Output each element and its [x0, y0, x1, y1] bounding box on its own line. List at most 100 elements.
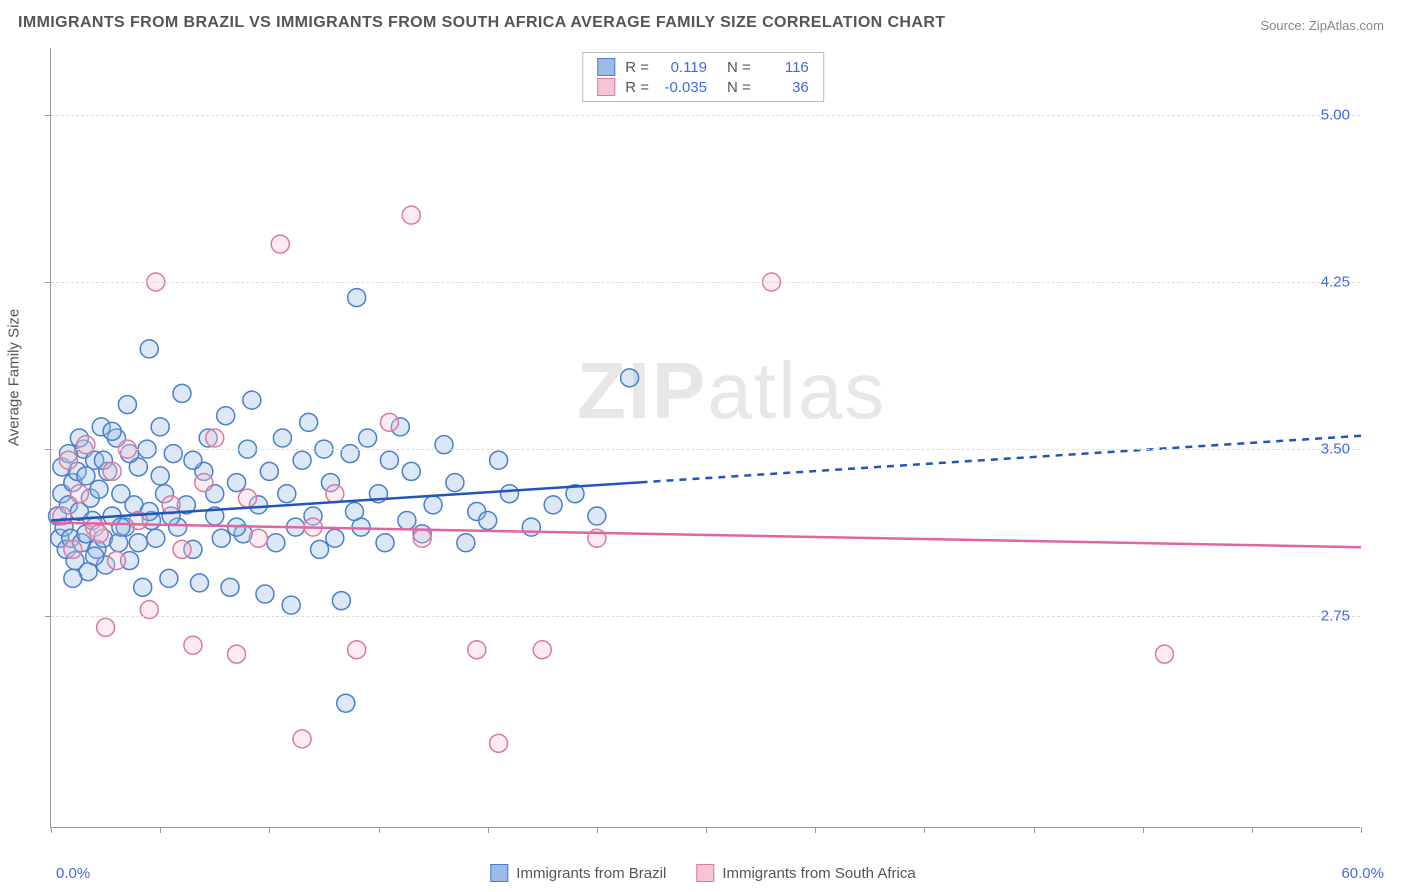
data-point [243, 391, 261, 409]
data-point [206, 429, 224, 447]
y-tick-mark [45, 616, 51, 617]
data-point [300, 413, 318, 431]
x-tick-mark [815, 827, 816, 833]
data-point [90, 525, 108, 543]
data-point [311, 540, 329, 558]
data-point [273, 429, 291, 447]
data-point [271, 235, 289, 253]
data-point [160, 569, 178, 587]
data-point [103, 422, 121, 440]
data-point [479, 511, 497, 529]
data-point [332, 592, 350, 610]
n-value: 36 [761, 79, 809, 96]
x-tick-mark [1361, 827, 1362, 833]
data-point [435, 436, 453, 454]
data-point [446, 474, 464, 492]
data-point [402, 462, 420, 480]
plot-svg [51, 48, 1360, 827]
data-point [359, 429, 377, 447]
stats-row: R = -0.035 N = 36 [597, 77, 809, 97]
data-point [195, 474, 213, 492]
x-tick-mark [160, 827, 161, 833]
data-point [77, 467, 95, 485]
source-attribution: Source: ZipAtlas.com [1260, 18, 1384, 33]
legend-item: Immigrants from South Africa [696, 864, 915, 882]
data-point [90, 480, 108, 498]
data-point [267, 534, 285, 552]
r-label: R = [625, 59, 649, 76]
y-tick-mark [45, 115, 51, 116]
plot-area: ZIPatlas 2.753.504.255.00 [50, 48, 1360, 828]
gridline [51, 115, 1360, 116]
data-point [278, 485, 296, 503]
gridline [51, 449, 1360, 450]
x-tick-mark [51, 827, 52, 833]
x-tick-mark [924, 827, 925, 833]
data-point [522, 518, 540, 536]
data-point [147, 529, 165, 547]
data-point [77, 436, 95, 454]
series-swatch [597, 58, 615, 76]
data-point [151, 467, 169, 485]
data-point [228, 645, 246, 663]
x-tick-mark [706, 827, 707, 833]
data-point [118, 396, 136, 414]
gridline [51, 616, 1360, 617]
y-tick-label: 5.00 [1321, 106, 1350, 123]
y-axis-label: Average Family Size [6, 309, 23, 446]
data-point [260, 462, 278, 480]
data-point [380, 451, 398, 469]
data-point [173, 384, 191, 402]
data-point [249, 529, 267, 547]
x-tick-mark [1143, 827, 1144, 833]
legend-label: Immigrants from South Africa [722, 865, 915, 882]
chart-title: IMMIGRANTS FROM BRAZIL VS IMMIGRANTS FRO… [18, 14, 945, 32]
data-point [151, 418, 169, 436]
data-point [457, 534, 475, 552]
data-point [239, 489, 257, 507]
data-point [190, 574, 208, 592]
x-tick-mark [379, 827, 380, 833]
data-point [621, 369, 639, 387]
data-point [348, 289, 366, 307]
data-point [103, 462, 121, 480]
x-tick-mark [597, 827, 598, 833]
data-point [108, 552, 126, 570]
x-tick-mark [1252, 827, 1253, 833]
data-point [129, 534, 147, 552]
y-tick-mark [45, 282, 51, 283]
stats-row: R =0.119N =116 [597, 57, 809, 77]
data-point [173, 540, 191, 558]
trend-line-extrapolated [641, 436, 1362, 483]
n-value: 116 [761, 59, 809, 76]
data-point [97, 618, 115, 636]
data-point [59, 451, 77, 469]
data-point [256, 585, 274, 603]
y-tick-label: 4.25 [1321, 274, 1350, 291]
legend-item: Immigrants from Brazil [490, 864, 666, 882]
data-point [413, 529, 431, 547]
legend-swatch [490, 864, 508, 882]
n-label: N = [727, 79, 751, 96]
r-label: R = [625, 79, 649, 96]
data-point [293, 730, 311, 748]
r-value: -0.035 [659, 79, 707, 96]
data-point [184, 636, 202, 654]
data-point [70, 485, 88, 503]
legend-label: Immigrants from Brazil [516, 865, 666, 882]
correlation-chart: IMMIGRANTS FROM BRAZIL VS IMMIGRANTS FRO… [0, 0, 1406, 892]
data-point [424, 496, 442, 514]
data-point [217, 407, 235, 425]
x-tick-mark [269, 827, 270, 833]
x-axis-min-label: 0.0% [56, 865, 90, 882]
data-point [533, 641, 551, 659]
data-point [326, 529, 344, 547]
data-point [588, 507, 606, 525]
data-point [468, 641, 486, 659]
n-label: N = [727, 59, 751, 76]
data-point [134, 578, 152, 596]
data-point [341, 445, 359, 463]
data-point [348, 641, 366, 659]
data-point [544, 496, 562, 514]
data-point [398, 511, 416, 529]
